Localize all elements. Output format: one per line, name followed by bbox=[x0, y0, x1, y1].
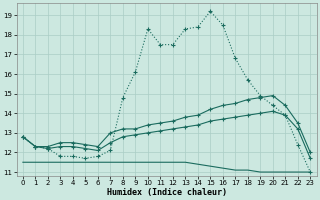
X-axis label: Humidex (Indice chaleur): Humidex (Indice chaleur) bbox=[107, 188, 227, 197]
